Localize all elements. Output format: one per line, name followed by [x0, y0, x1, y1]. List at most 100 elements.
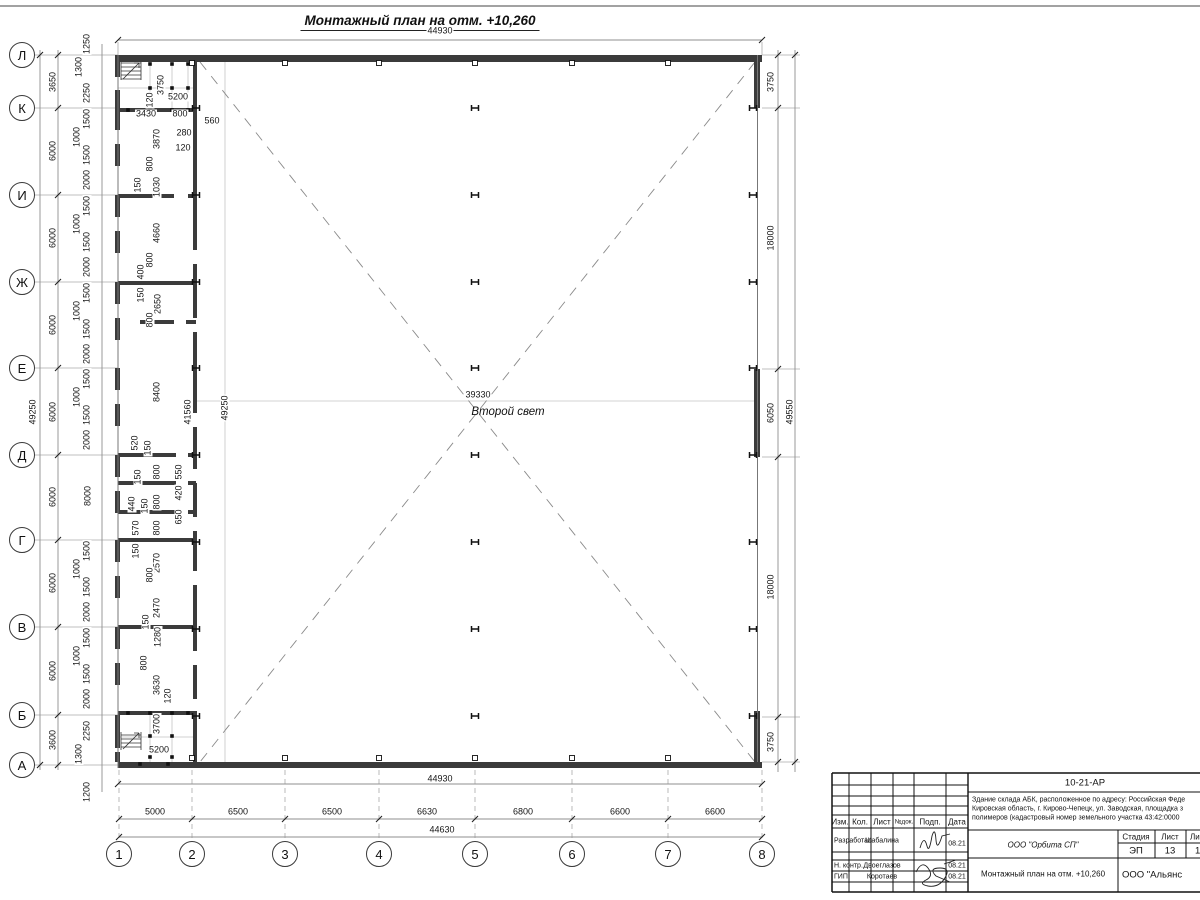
dimension-label: 2000 [81, 342, 92, 366]
dimension-label: 1000 [71, 385, 82, 409]
dimension-label: 6000 [47, 226, 58, 250]
steel-column-marker [470, 713, 480, 719]
dimension-label: 280 [175, 127, 193, 138]
steel-column-marker [748, 365, 758, 371]
steel-column-marker [470, 192, 480, 198]
dimension-label: 3600 [47, 728, 58, 752]
col-podp: Подп. [919, 817, 941, 827]
dimension-label: 1500 [81, 230, 92, 254]
steel-column-marker [748, 105, 758, 111]
steel-column-marker [191, 192, 201, 198]
dimension-label: 800 [138, 654, 149, 672]
dimension-label: 44930 [426, 25, 454, 36]
dimension-label: 6000 [47, 659, 58, 683]
dimension-label: 49250 [27, 398, 38, 426]
dimension-label: 3870 [151, 127, 162, 151]
dimension-label: 1000 [71, 299, 82, 323]
steel-column-marker [748, 539, 758, 545]
axis-bubble-Д: Д [9, 442, 35, 468]
steel-column-marker [748, 279, 758, 285]
steel-column-marker [191, 105, 201, 111]
axis-bubble-3: 3 [272, 841, 298, 867]
signature-scribbles [915, 831, 957, 887]
dimension-label: 400 [135, 263, 146, 281]
steel-column-marker [191, 279, 201, 285]
dimension-label: 2000 [81, 168, 92, 192]
dimension-lines [39, 39, 796, 838]
title-block-grid [831, 772, 1200, 893]
opening-diagonals [199, 61, 756, 763]
axis-bubble-5: 5 [462, 841, 488, 867]
steel-column-marker [470, 452, 480, 458]
dimension-label: 3700 [151, 712, 162, 736]
row1-date: 08.21 [948, 840, 966, 848]
dimension-label: 120 [174, 142, 192, 153]
axis-bubble-6: 6 [559, 841, 585, 867]
dimension-label: 1500 [81, 317, 92, 341]
dimension-label: 2000 [81, 255, 92, 279]
company-name: ООО "Альянс [1122, 869, 1183, 881]
dimension-label: 800 [144, 155, 155, 173]
title-block-address-line1: Здание склада АБК, расположенное по адре… [972, 796, 1186, 804]
dimension-label: 1250 [81, 32, 92, 56]
dimension-label: 150 [140, 613, 151, 631]
dimension-label: 420 [173, 484, 184, 502]
dimension-label: 120 [162, 687, 173, 705]
dimension-label: 8400 [151, 380, 162, 404]
dimension-label: 18000 [765, 224, 776, 252]
column-dot [148, 62, 152, 66]
sheets-label: Листов [1190, 832, 1200, 842]
col-list: Лист [873, 817, 891, 827]
title-block-address-line2: Кировская область, г. Кирово-Чепецк, ул.… [972, 805, 1184, 813]
dimension-label: 800 [144, 566, 155, 584]
dimension-label: 570 [130, 519, 141, 537]
wall-anchor-square [569, 60, 575, 66]
dimension-label: 1200 [81, 780, 92, 804]
dimension-label: 800 [144, 251, 155, 269]
doc-title: Монтажный план на отм. +10,260 [980, 869, 1106, 879]
dimension-label: 650 [173, 508, 184, 526]
steel-column-marker [470, 626, 480, 632]
dimension-label: 1000 [71, 557, 82, 581]
dimension-label: 1000 [71, 125, 82, 149]
walls [115, 55, 762, 768]
dimension-label: 150 [130, 542, 141, 560]
column-markers [126, 60, 758, 766]
axis-bubble-1: 1 [106, 841, 132, 867]
dimension-label: 1500 [81, 281, 92, 305]
stage-label: Стадия [1122, 832, 1150, 842]
column-dot [170, 734, 174, 738]
dimension-label: 150 [139, 497, 150, 515]
wall-anchor-square [282, 755, 288, 761]
column-dot [186, 86, 190, 90]
dimension-label: 6600 [703, 806, 727, 817]
dimension-label: 800 [151, 493, 162, 511]
sheet-title: Монтажный план на отм. +10,260 [300, 13, 540, 31]
steel-column-marker [748, 192, 758, 198]
dimension-label: 6000 [47, 313, 58, 337]
axis-bubble-В: В [9, 614, 35, 640]
column-dot [138, 762, 142, 766]
dimension-label: 3630 [151, 673, 162, 697]
dimension-label: 5200 [166, 91, 190, 102]
dimension-label: 49550 [784, 398, 795, 426]
steel-column-marker [470, 279, 480, 285]
dimension-label: 3650 [47, 70, 58, 94]
axis-bubble-4: 4 [366, 841, 392, 867]
dimension-label: 3750 [765, 730, 776, 754]
extension-lines [34, 42, 800, 842]
column-dot [148, 755, 152, 759]
dimension-label: 41560 [182, 398, 193, 426]
sheet-number: 13 [1164, 845, 1176, 857]
dimension-label: 800 [144, 311, 155, 329]
row2-role: Н. контр. [834, 862, 863, 870]
dimension-label: 1500 [81, 575, 92, 599]
steel-column-marker [191, 539, 201, 545]
wall-anchor-square [189, 755, 195, 761]
row2-name: Двоеглазов [863, 862, 901, 870]
dimension-label: 2250 [81, 81, 92, 105]
wall-anchor-square [472, 60, 478, 66]
axis-bubble-К: К [9, 95, 35, 121]
steel-column-marker [470, 105, 480, 111]
